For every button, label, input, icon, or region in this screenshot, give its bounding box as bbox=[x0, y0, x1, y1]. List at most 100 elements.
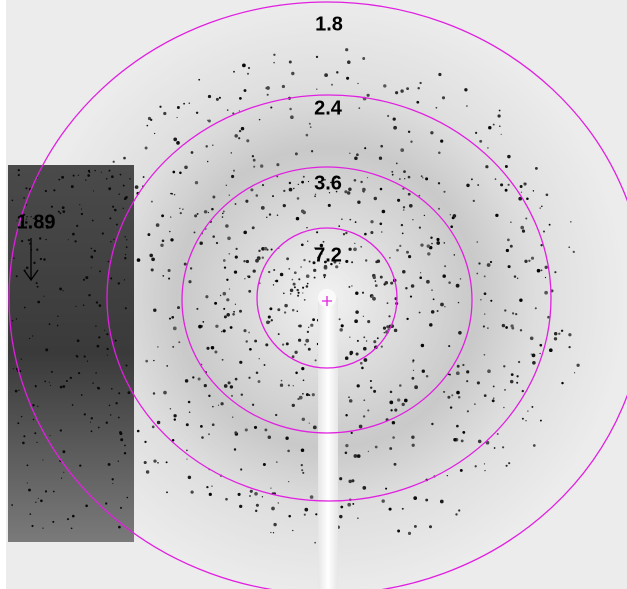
spot bbox=[413, 496, 417, 500]
spot bbox=[189, 102, 191, 104]
spot bbox=[97, 387, 100, 390]
spot bbox=[81, 394, 83, 396]
spot bbox=[197, 213, 199, 215]
spot bbox=[202, 321, 204, 323]
spot bbox=[345, 444, 348, 447]
spot bbox=[313, 269, 316, 272]
spot bbox=[316, 231, 318, 233]
spot bbox=[455, 513, 457, 515]
spot bbox=[112, 206, 114, 208]
spot bbox=[440, 500, 444, 504]
spot bbox=[520, 185, 523, 188]
spot bbox=[40, 499, 43, 502]
spot bbox=[461, 439, 464, 442]
spot bbox=[145, 147, 148, 150]
spot bbox=[477, 184, 479, 186]
spot bbox=[384, 332, 386, 334]
spot bbox=[125, 307, 127, 309]
spot bbox=[149, 254, 153, 258]
spot bbox=[539, 344, 542, 347]
spot bbox=[516, 375, 518, 377]
spot bbox=[392, 436, 395, 439]
spot bbox=[262, 496, 263, 497]
spot bbox=[264, 428, 267, 431]
spot bbox=[427, 244, 430, 247]
spot bbox=[29, 338, 30, 339]
spot bbox=[421, 344, 424, 347]
spot bbox=[93, 190, 94, 191]
spot bbox=[225, 224, 229, 228]
spot bbox=[576, 364, 579, 367]
spot bbox=[173, 138, 177, 142]
spot bbox=[497, 114, 500, 117]
spot bbox=[214, 351, 217, 354]
spot bbox=[108, 187, 111, 190]
spot bbox=[219, 97, 221, 99]
spot bbox=[244, 89, 247, 92]
spot bbox=[374, 197, 377, 200]
spot bbox=[444, 265, 446, 267]
spot bbox=[478, 440, 482, 444]
spot bbox=[535, 307, 537, 309]
spot bbox=[417, 87, 419, 89]
spot bbox=[404, 178, 405, 179]
spot bbox=[170, 216, 171, 217]
spot bbox=[273, 523, 276, 526]
spot bbox=[249, 495, 251, 497]
spot bbox=[399, 384, 402, 387]
spot bbox=[574, 372, 575, 373]
spot bbox=[356, 153, 359, 156]
spot bbox=[450, 406, 452, 408]
spot bbox=[42, 528, 43, 529]
spot bbox=[12, 200, 14, 202]
spot bbox=[186, 458, 187, 459]
spot bbox=[460, 469, 463, 472]
spot bbox=[273, 284, 274, 285]
spot bbox=[393, 117, 396, 120]
spot bbox=[412, 444, 415, 447]
spot bbox=[154, 133, 155, 134]
spot bbox=[145, 360, 148, 363]
spot bbox=[345, 414, 347, 416]
spot bbox=[229, 288, 230, 289]
spot bbox=[245, 340, 247, 342]
spot bbox=[310, 495, 314, 499]
spot bbox=[253, 159, 256, 162]
spot bbox=[488, 126, 491, 129]
spot bbox=[385, 488, 387, 490]
spot bbox=[43, 296, 44, 297]
spot bbox=[510, 245, 513, 248]
spot bbox=[406, 318, 408, 320]
spot bbox=[341, 324, 344, 327]
spot bbox=[264, 247, 268, 251]
spot bbox=[537, 269, 541, 273]
spot bbox=[50, 435, 51, 436]
spot bbox=[125, 364, 127, 366]
spot bbox=[208, 212, 209, 213]
spot bbox=[362, 188, 366, 192]
spot bbox=[363, 336, 365, 338]
spot bbox=[258, 250, 260, 252]
spot bbox=[150, 119, 152, 121]
spot bbox=[522, 230, 525, 233]
spot bbox=[124, 279, 125, 280]
spot bbox=[152, 426, 155, 429]
spot bbox=[456, 425, 459, 428]
spot bbox=[531, 406, 533, 408]
spot bbox=[381, 345, 383, 347]
spot bbox=[421, 175, 423, 177]
spot bbox=[73, 175, 75, 177]
spot bbox=[568, 346, 570, 348]
spot bbox=[546, 193, 549, 196]
spot bbox=[255, 259, 259, 263]
spot bbox=[348, 396, 350, 398]
spot bbox=[124, 257, 126, 259]
spot bbox=[301, 181, 304, 184]
spot bbox=[248, 290, 251, 293]
diffraction-image: 1.8 2.4 3.6 7.2 1.89 bbox=[0, 0, 627, 589]
spot bbox=[341, 219, 342, 220]
spot bbox=[13, 368, 14, 369]
spot bbox=[414, 525, 417, 528]
spot bbox=[541, 206, 543, 208]
spot bbox=[271, 248, 273, 250]
